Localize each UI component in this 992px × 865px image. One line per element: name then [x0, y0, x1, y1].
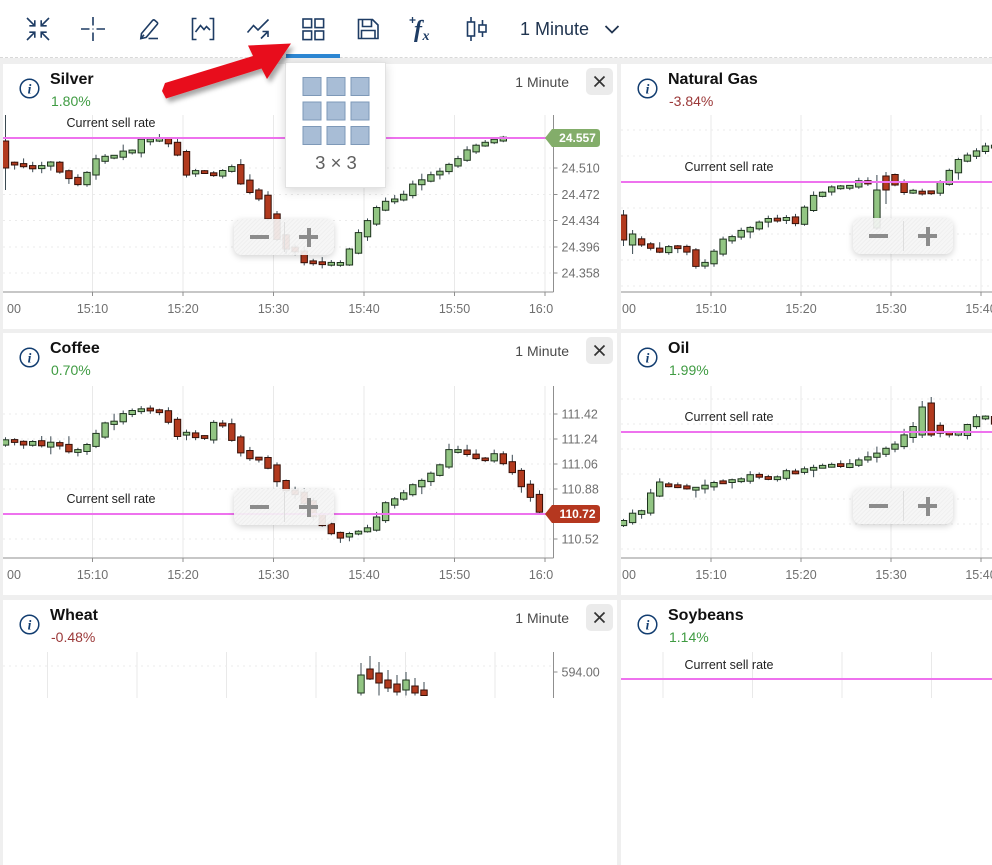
svg-text:00: 00 — [7, 302, 21, 316]
svg-text:111.42: 111.42 — [562, 408, 598, 422]
svg-text:Current sell rate: Current sell rate — [67, 492, 156, 506]
svg-text:15:30: 15:30 — [258, 302, 289, 316]
svg-text:15:40: 15:40 — [965, 568, 992, 582]
svg-text:15:30: 15:30 — [258, 568, 289, 582]
svg-text:24.434: 24.434 — [562, 214, 600, 228]
svg-text:x: x — [422, 29, 430, 42]
svg-text:110.52: 110.52 — [562, 533, 599, 547]
svg-text:f: f — [414, 17, 424, 42]
svg-text:15:20: 15:20 — [167, 302, 198, 316]
svg-text:i: i — [646, 617, 650, 632]
svg-text:110.72: 110.72 — [559, 507, 595, 521]
svg-text:15:50: 15:50 — [439, 302, 470, 316]
svg-text:i: i — [28, 617, 32, 632]
svg-text:24.472: 24.472 — [562, 188, 600, 202]
svg-text:15:40: 15:40 — [348, 568, 379, 582]
svg-text:15:10: 15:10 — [77, 302, 108, 316]
svg-text:16:0: 16:0 — [529, 568, 553, 582]
svg-text:24.510: 24.510 — [562, 162, 600, 176]
svg-text:15:10: 15:10 — [77, 568, 108, 582]
svg-text:15:20: 15:20 — [167, 568, 198, 582]
svg-text:15:50: 15:50 — [439, 568, 470, 582]
svg-text:15:20: 15:20 — [785, 568, 816, 582]
svg-text:24.358: 24.358 — [562, 267, 600, 281]
svg-text:00: 00 — [622, 568, 636, 582]
svg-text:15:40: 15:40 — [965, 302, 992, 316]
svg-text:24.557: 24.557 — [559, 131, 596, 145]
svg-text:15:30: 15:30 — [875, 302, 906, 316]
svg-text:16:0: 16:0 — [529, 302, 553, 316]
svg-text:3 × 3: 3 × 3 — [315, 152, 357, 173]
svg-text:i: i — [646, 350, 650, 365]
svg-text:Current sell rate: Current sell rate — [685, 658, 774, 672]
svg-text:i: i — [646, 81, 650, 96]
svg-text:00: 00 — [7, 568, 21, 582]
svg-text:00: 00 — [622, 302, 636, 316]
svg-text:24.396: 24.396 — [562, 241, 600, 255]
svg-text:Current sell rate: Current sell rate — [685, 410, 774, 424]
svg-text:Current sell rate: Current sell rate — [67, 116, 156, 130]
svg-text:15:20: 15:20 — [785, 302, 816, 316]
svg-text:594.00: 594.00 — [562, 666, 600, 680]
svg-text:i: i — [28, 350, 32, 365]
svg-text:15:10: 15:10 — [695, 302, 726, 316]
svg-text:15:40: 15:40 — [348, 302, 379, 316]
svg-text:15:30: 15:30 — [875, 568, 906, 582]
svg-text:15:10: 15:10 — [695, 568, 726, 582]
svg-text:111.06: 111.06 — [562, 458, 598, 472]
svg-text:i: i — [28, 81, 32, 96]
svg-text:111.24: 111.24 — [562, 433, 598, 447]
svg-text:110.88: 110.88 — [562, 483, 599, 497]
svg-text:Current sell rate: Current sell rate — [685, 160, 774, 174]
